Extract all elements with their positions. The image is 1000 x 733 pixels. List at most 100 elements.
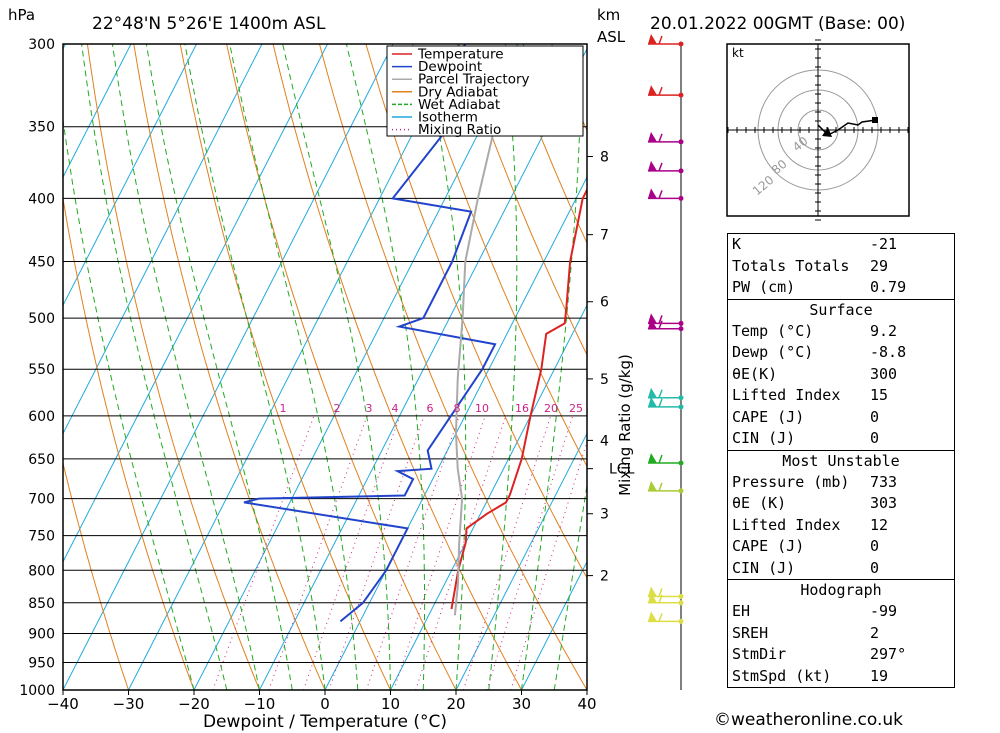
stat-value: 297° [870,645,907,663]
wet-adiabat-line [553,481,587,690]
legend-label: Dewpoint [418,59,482,75]
stat-label: SREH [732,623,769,642]
mixing-ratio-value-label: 2 [334,402,341,415]
stat-value: 9.2 [870,321,898,340]
stat-value: 0 [870,537,880,555]
isotherm-line [63,44,394,690]
mixing-ratio-line [268,415,368,690]
x-tick-label: 0 [320,695,330,713]
pressure-tick-label: 900 [28,626,55,642]
series-parcel-trajectory [453,44,519,616]
surface-row: Dewp (°C) -8.8 [728,342,954,364]
most-unstable-row: CIN (J) 0 [728,558,954,580]
wet-adiabat-line [521,44,583,690]
legend-label: Wet Adiabat [418,97,500,113]
wind-barb [648,452,684,466]
stat-value: 19 [870,666,889,685]
mixing-ratio-axis-label: Mixing Ratio (g/kg) [616,354,634,496]
surface-row: CIN (J) 0 [728,428,954,450]
wet-adiabat-line [488,44,518,690]
stat-label: CAPE (J) [732,407,805,426]
x-tick-label: −40 [47,695,79,713]
isotherm-line [521,560,587,690]
pressure-tick-label: 950 [28,655,55,671]
wind-barb [648,85,684,98]
km-tick-label: 2 [600,569,609,585]
mixing-ratio-value-label: 4 [392,402,399,415]
dry-adiabat-line [226,44,457,690]
isotherm-line [63,44,328,563]
series-dewpoint [243,44,497,623]
x-tick-label: −10 [244,695,276,713]
mixing-ratio-line [212,415,315,690]
mixing-ratio-value-label: 3 [366,402,373,415]
stat-label: CIN (J) [732,429,796,447]
dry-adiabat-line [458,44,587,357]
hodograph-end-marker [872,117,878,123]
stat-label: Lifted Index [732,386,841,404]
wind-barb [648,34,684,47]
hodograph-storm-marker [822,127,832,137]
most-unstable-row: θE (K) 303 [728,493,954,515]
surface-row: CAPE (J) 0 [728,407,954,429]
mixing-ratio-value-label: 1 [280,402,287,415]
pressure-tick-label: 400 [28,191,55,207]
stat-value: 733 [870,472,898,491]
legend-label: Isotherm [418,110,478,126]
wind-barb [648,480,684,494]
pressure-tick-label: 1000 [19,683,55,699]
pressure-tick-label: 500 [28,311,55,327]
chart-grid [63,43,587,691]
legend-label: Dry Adiabat [418,84,498,100]
x-tick-label: −20 [178,695,210,713]
asl-label: ASL [597,28,626,46]
pressure-tick-label: 650 [28,452,55,468]
x-tick-label: 20 [446,695,465,713]
pressure-tick-label: 350 [28,120,55,136]
lcl-label: LCL [609,462,635,478]
stat-label: Temp (°C) [732,321,814,340]
km-label: km [597,6,620,24]
index-row: K -21 [728,234,954,256]
x-tick-label: 40 [577,695,596,713]
series-temperature [450,187,587,610]
stat-value: -21 [870,235,898,253]
stat-value: 15 [870,386,889,404]
mixing-ratio-line [303,415,401,690]
stat-value: 0 [870,429,880,447]
dry-adiabat-line [63,461,129,690]
mixing-ratio-value-label: 20 [544,402,558,415]
isotherm-line [324,176,587,690]
pressure-tick-label: 800 [28,563,55,579]
datetime-title: 20.01.2022 00GMT (Base: 00) [650,14,905,34]
isotherm-line [63,44,197,307]
stat-value: 300 [870,364,898,383]
stat-value: -8.8 [870,343,907,361]
surface-row: θE(K) 300 [728,364,954,386]
hodograph-row: StmDir 297° [728,644,954,666]
pressure-tick-label: 450 [28,255,55,271]
legend-label: Temperature [417,47,504,63]
wind-barb [648,160,684,174]
km-tick-label: 4 [600,433,609,449]
index-row: PW (cm) 0.79 [728,277,954,299]
x-tick-label: −30 [113,695,145,713]
km-tick-label: 8 [600,150,609,166]
wet-adiabat-line [111,44,260,690]
wind-barb [648,131,684,145]
stat-label: Lifted Index [732,515,841,534]
hpa-label: hPa [8,6,35,24]
stat-label: Pressure (mb) [732,472,850,491]
surface-row: Temp (°C) 9.2 [728,321,954,343]
stat-label: CIN (J) [732,558,796,577]
legend-label: Parcel Trajectory [418,72,530,88]
legend-label: Mixing Ratio [418,122,501,138]
hodograph-unit: kt [732,46,744,60]
stat-value: 12 [870,515,889,534]
wind-barb [648,396,684,410]
wet-adiabat-line [63,116,195,690]
stat-value: 303 [870,494,898,512]
mixing-ratio-value-label: 8 [454,402,461,415]
